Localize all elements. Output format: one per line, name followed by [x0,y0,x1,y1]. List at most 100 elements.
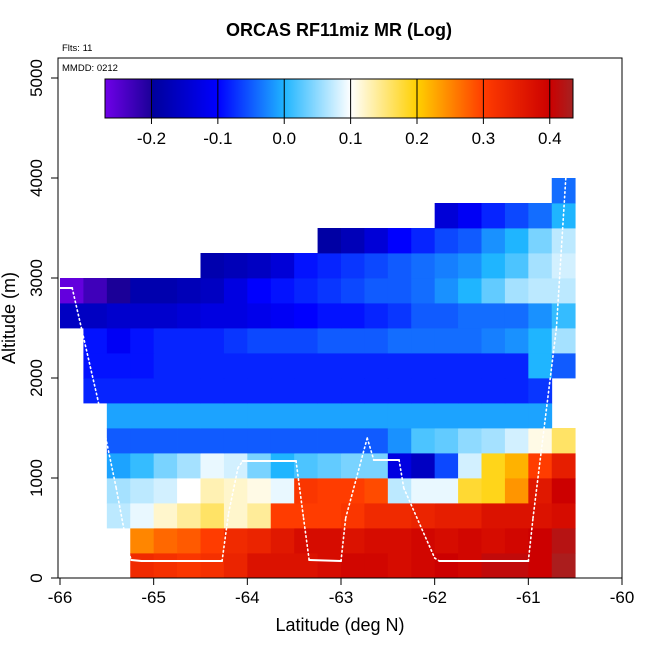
heatmap-cell [60,278,84,304]
heatmap-cell [247,453,272,479]
heatmap-cell [317,353,342,379]
heatmap-cell [504,378,529,404]
heatmap-cell [504,528,529,554]
heatmap-cell [106,303,131,329]
colorbar-segment [284,79,351,118]
heatmap-cell [528,278,553,304]
colorbar-tick-label: 0.2 [405,129,429,148]
heatmap-cell [341,528,365,554]
heatmap-cell [130,528,155,554]
heatmap-cell [200,328,225,354]
heatmap-cell [341,428,365,454]
heatmap-cell [200,253,225,279]
heatmap-cell [130,428,155,454]
heatmap-cell [317,328,342,354]
heatmap-cell [434,253,459,279]
heatmap-cell [247,278,272,304]
heatmap-cell [458,503,482,529]
heatmap-cell [200,353,225,379]
heatmap-cell [223,478,248,504]
flight-track-segment [221,512,230,562]
heatmap-cell [247,478,272,504]
x-tick-label: -65 [141,588,166,607]
heatmap-cell [317,503,342,529]
heatmap-cell [528,453,553,479]
heatmap-cell [270,503,295,529]
heatmap-cell [83,278,108,304]
colorbar-segment [483,79,551,118]
heatmap-cell [341,378,365,404]
heatmap-cell [270,428,295,454]
heatmap-cell [200,528,225,554]
x-tick-label: -64 [235,588,260,607]
heatmap-cell [247,553,272,579]
colorbar-segment [350,79,418,118]
heatmap-cell [223,278,248,304]
heatmap-cell [130,328,155,354]
heatmap-cell [341,453,365,479]
heatmap-cell [481,278,506,304]
heatmap-cell [458,528,482,554]
heatmap-cell [364,553,389,579]
heatmap-cell [270,553,295,579]
heatmap-cell [411,378,436,404]
heatmap-cell [551,528,576,554]
heatmap-cell [83,353,108,379]
heatmap-cell [364,303,389,329]
heatmap-cell [411,428,436,454]
flights-note: Flts: 11 [62,43,92,54]
heatmap-cell [200,278,225,304]
x-axis: -66 -65 -64 -63 -62 -61 -60 [48,578,634,607]
heatmap-cell [434,278,459,304]
heatmap-cell [106,428,131,454]
heatmap-cell [247,253,272,279]
heatmap-cell [551,353,576,379]
heatmap-cell [130,403,155,429]
y-tick-label: 4000 [27,159,46,197]
heatmap-cell [387,353,412,379]
heatmap-cell [434,428,459,454]
heatmap-cell [106,403,131,429]
heatmap-cell [341,303,365,329]
x-tick-label: -62 [422,588,447,607]
heatmap-cell [200,478,225,504]
colorbar-frame [104,78,574,119]
heatmap-cell [528,553,553,579]
heatmap-cell [294,353,318,379]
heatmap-cell [153,428,178,454]
heatmap-cell [458,328,482,354]
heatmap-cell [364,378,389,404]
heatmap-cell [434,203,459,229]
heatmap-cell [341,228,365,254]
heatmap-cell [247,353,272,379]
heatmap-cell [387,228,412,254]
flight-track-segment [126,547,132,561]
heatmap-cell [364,328,389,354]
heatmap-cell [153,278,178,304]
heatmap-cell [223,428,248,454]
heatmap-cell [387,553,412,579]
heatmap-cell [130,453,155,479]
heatmap-cell [364,528,389,554]
heatmap-cell [294,303,318,329]
heatmap-cell [106,453,131,479]
heatmap-cell [317,553,342,579]
heatmap-cell [434,228,459,254]
flight-track-segment [366,437,375,461]
heatmap-cell [387,428,412,454]
flight-track-segment [398,459,405,489]
x-tick-label: -61 [516,588,541,607]
heatmap-cell [317,528,342,554]
heatmap-cell [458,353,482,379]
x-tick-label: -66 [48,588,73,607]
heatmap-cell [551,253,576,279]
colorbar-tick-label: 0.3 [472,129,496,148]
heatmap-cell [153,303,178,329]
heatmap-cell [177,378,201,404]
heatmap-cell [481,228,506,254]
heatmap-cell [247,303,272,329]
heatmap-cell [294,253,318,279]
heatmap-cell [294,328,318,354]
heatmap-cell [458,378,482,404]
